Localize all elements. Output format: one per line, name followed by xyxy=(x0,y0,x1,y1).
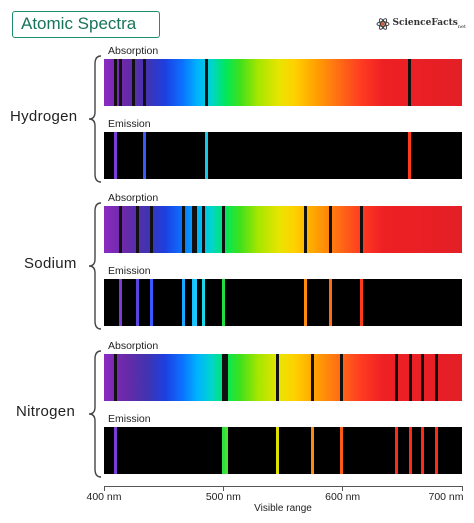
absorption-line xyxy=(135,206,139,253)
emission-line xyxy=(194,279,198,326)
absorption-line xyxy=(114,59,118,106)
emission-line xyxy=(394,427,398,474)
absorption-line xyxy=(221,354,225,401)
emission-line xyxy=(421,427,425,474)
emission-line xyxy=(201,279,205,326)
emission-line xyxy=(192,279,195,326)
emission-line xyxy=(360,279,364,326)
emission-line xyxy=(119,279,123,326)
absorption-line xyxy=(421,354,425,401)
emission-line xyxy=(225,427,229,474)
absorption-line xyxy=(407,59,411,106)
emission-line xyxy=(182,279,186,326)
absorption-line xyxy=(435,354,439,401)
absorption-line xyxy=(192,206,195,253)
axis-tick-label: 500 nm xyxy=(205,491,241,503)
emission-label: Emission xyxy=(108,413,151,425)
emission-line xyxy=(407,132,411,179)
axis-tick-label: 600 nm xyxy=(325,491,361,503)
axis-tick-label: 400 nm xyxy=(86,491,122,503)
absorption-line xyxy=(275,354,279,401)
absorption-line xyxy=(304,206,308,253)
emission-line xyxy=(275,427,279,474)
axis-tick xyxy=(461,486,463,491)
absorption-line xyxy=(394,354,398,401)
emission-line xyxy=(150,279,154,326)
emission-line xyxy=(311,427,315,474)
emission-line xyxy=(409,427,413,474)
absorption-spectrum-nitrogen xyxy=(104,354,462,401)
absorption-line xyxy=(182,206,186,253)
element-label-nitrogen: Nitrogen xyxy=(16,403,76,420)
emission-line xyxy=(435,427,439,474)
absorption-line xyxy=(339,354,343,401)
absorption-line xyxy=(143,59,147,106)
absorption-line xyxy=(205,59,209,106)
logo: ScienceFactsnet xyxy=(376,14,466,34)
emission-label: Emission xyxy=(108,118,151,130)
absorption-line xyxy=(225,354,229,401)
emission-spectrum-hydrogen xyxy=(104,132,462,179)
axis-tick xyxy=(103,486,105,491)
element-label-sodium: Sodium xyxy=(24,255,77,272)
absorption-line xyxy=(119,59,123,106)
page-title: Atomic Spectra xyxy=(12,11,160,38)
emission-line xyxy=(143,132,147,179)
absorption-line xyxy=(132,59,136,106)
absorption-line xyxy=(360,206,364,253)
absorption-line xyxy=(114,354,118,401)
axis-tick xyxy=(342,486,344,491)
emission-line xyxy=(221,279,225,326)
axis-title: Visible range xyxy=(254,503,312,514)
emission-line xyxy=(205,132,209,179)
emission-line xyxy=(304,279,308,326)
absorption-label: Absorption xyxy=(108,340,159,352)
absorption-line xyxy=(311,354,315,401)
element-label-hydrogen: Hydrogen xyxy=(10,108,78,125)
wavelength-axis xyxy=(104,486,462,487)
absorption-line xyxy=(150,206,154,253)
absorption-line xyxy=(201,206,205,253)
axis-tick-label: 700 nm xyxy=(428,491,464,503)
absorption-line xyxy=(329,206,333,253)
emission-line xyxy=(114,132,118,179)
emission-spectrum-sodium xyxy=(104,279,462,326)
emission-line xyxy=(221,427,225,474)
emission-line xyxy=(135,279,139,326)
absorption-line xyxy=(194,206,198,253)
atom-icon xyxy=(377,18,390,30)
absorption-label: Absorption xyxy=(108,45,159,57)
emission-spectrum-nitrogen xyxy=(104,427,462,474)
absorption-line xyxy=(409,354,413,401)
logo-text: ScienceFactsnet xyxy=(392,18,466,30)
emission-line xyxy=(329,279,333,326)
absorption-spectrum-hydrogen xyxy=(104,59,462,106)
axis-tick xyxy=(222,486,224,491)
emission-line xyxy=(339,427,343,474)
absorption-label: Absorption xyxy=(108,192,159,204)
absorption-line xyxy=(221,206,225,253)
emission-label: Emission xyxy=(108,265,151,277)
absorption-spectrum-sodium xyxy=(104,206,462,253)
emission-line xyxy=(114,427,118,474)
absorption-line xyxy=(119,206,123,253)
